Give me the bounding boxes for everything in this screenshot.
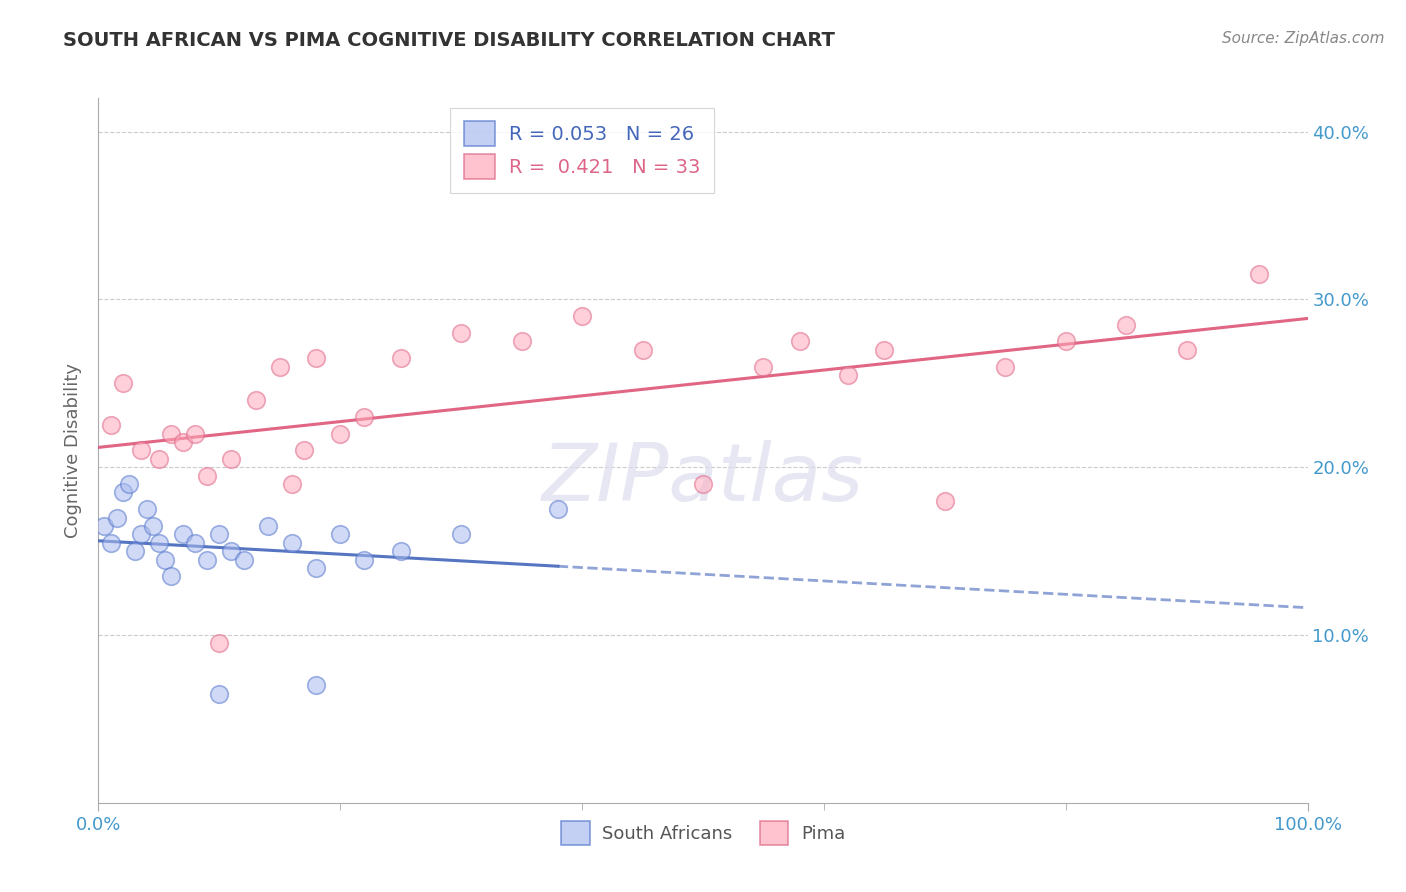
Point (329, 527, 352, 541)
Point (547, 502, 569, 516)
Point (510, 334, 533, 349)
Point (245, 393, 267, 408)
Point (208, 687, 231, 701)
Point (111, 485, 134, 500)
Point (93, 519, 115, 533)
Point (692, 477, 714, 491)
Point (208, 527, 231, 541)
Point (256, 519, 278, 533)
Point (1054, 334, 1077, 349)
Point (142, 519, 165, 533)
Point (1115, 318, 1137, 332)
Text: Source: ZipAtlas.com: Source: ZipAtlas.com (1222, 31, 1385, 46)
Point (124, 544, 146, 558)
Y-axis label: Cognitive Disability: Cognitive Disability (65, 363, 83, 538)
Point (571, 310, 593, 324)
Point (232, 552, 254, 566)
Point (1249, 268, 1271, 282)
Text: ZIPatlas: ZIPatlas (541, 440, 865, 517)
Point (1175, 343, 1198, 357)
Point (100, 418, 122, 433)
Point (281, 535, 304, 549)
Point (195, 552, 218, 566)
Point (160, 569, 183, 583)
Point (281, 477, 304, 491)
Point (172, 527, 194, 541)
Point (153, 552, 176, 566)
Point (184, 426, 207, 441)
Point (100, 535, 122, 549)
Point (353, 552, 375, 566)
Point (129, 443, 152, 458)
Point (329, 426, 352, 441)
Point (389, 351, 412, 366)
Point (305, 351, 328, 366)
Point (129, 527, 152, 541)
Point (292, 443, 315, 458)
Point (195, 468, 218, 483)
Point (994, 359, 1017, 374)
Point (305, 561, 328, 575)
Point (148, 535, 170, 549)
Point (305, 678, 328, 692)
Point (837, 368, 859, 382)
Point (450, 527, 472, 541)
Point (934, 493, 956, 508)
Point (389, 544, 412, 558)
Point (208, 636, 231, 650)
Point (221, 451, 243, 466)
Text: SOUTH AFRICAN VS PIMA COGNITIVE DISABILITY CORRELATION CHART: SOUTH AFRICAN VS PIMA COGNITIVE DISABILI… (63, 31, 835, 50)
Point (752, 359, 775, 374)
Point (111, 376, 134, 391)
Point (135, 502, 157, 516)
Point (160, 426, 183, 441)
Point (873, 343, 896, 357)
Point (172, 435, 194, 450)
Legend: South Africans, Pima: South Africans, Pima (551, 813, 855, 854)
Point (789, 334, 811, 349)
Point (118, 477, 141, 491)
Point (148, 451, 170, 466)
Point (353, 409, 375, 424)
Point (631, 343, 654, 357)
Point (221, 544, 243, 558)
Point (184, 535, 207, 549)
Point (269, 359, 291, 374)
Point (450, 326, 472, 340)
Point (105, 510, 128, 524)
